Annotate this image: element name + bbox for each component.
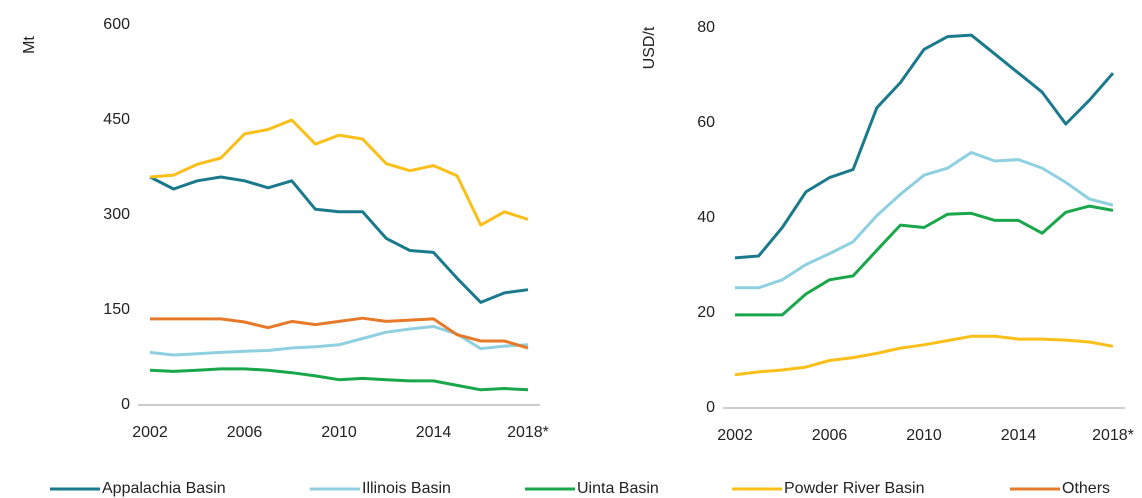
y-tick-label: 40 [697, 209, 715, 226]
legend-label: Illinois Basin [362, 480, 451, 497]
y-tick-label: 600 [103, 16, 130, 33]
x-tick-label: 2010 [321, 424, 357, 441]
x-tick-label: 2002 [717, 427, 753, 444]
y-tick-label: 80 [697, 19, 715, 36]
x-tick-label: 2014 [1001, 427, 1037, 444]
legend-label: Powder River Basin [784, 480, 925, 497]
y-axis-label: Mt [21, 36, 38, 54]
x-tick-label: 2014 [416, 424, 452, 441]
x-tick-label: 2018* [507, 424, 549, 441]
y-tick-label: 300 [103, 206, 130, 223]
series-line [735, 151, 1114, 290]
legend-label: Uinta Basin [577, 480, 659, 497]
x-tick-label: 2010 [906, 427, 942, 444]
y-tick-label: 0 [121, 396, 130, 413]
y-tick-label: 450 [103, 111, 130, 128]
legend-label: Appalachia Basin [102, 480, 226, 497]
series-line [734, 334, 1114, 377]
series-line [735, 204, 1114, 317]
x-tick-label: 2018* [1092, 427, 1134, 444]
x-tick-label: 2006 [227, 424, 263, 441]
y-tick-label: 150 [103, 301, 130, 318]
x-tick-label: 2006 [812, 427, 848, 444]
series-line [149, 325, 529, 357]
y-axis-label: USD/t [641, 26, 658, 69]
x-tick-label: 2002 [132, 424, 168, 441]
series-line [734, 33, 1115, 260]
legend-label: Others [1062, 480, 1110, 497]
y-tick-label: 20 [697, 304, 715, 321]
series-line [149, 175, 529, 304]
y-tick-label: 0 [706, 399, 715, 416]
series-line [150, 316, 529, 350]
series-line [149, 118, 529, 227]
series-line [149, 367, 529, 392]
y-tick-label: 60 [697, 114, 715, 131]
